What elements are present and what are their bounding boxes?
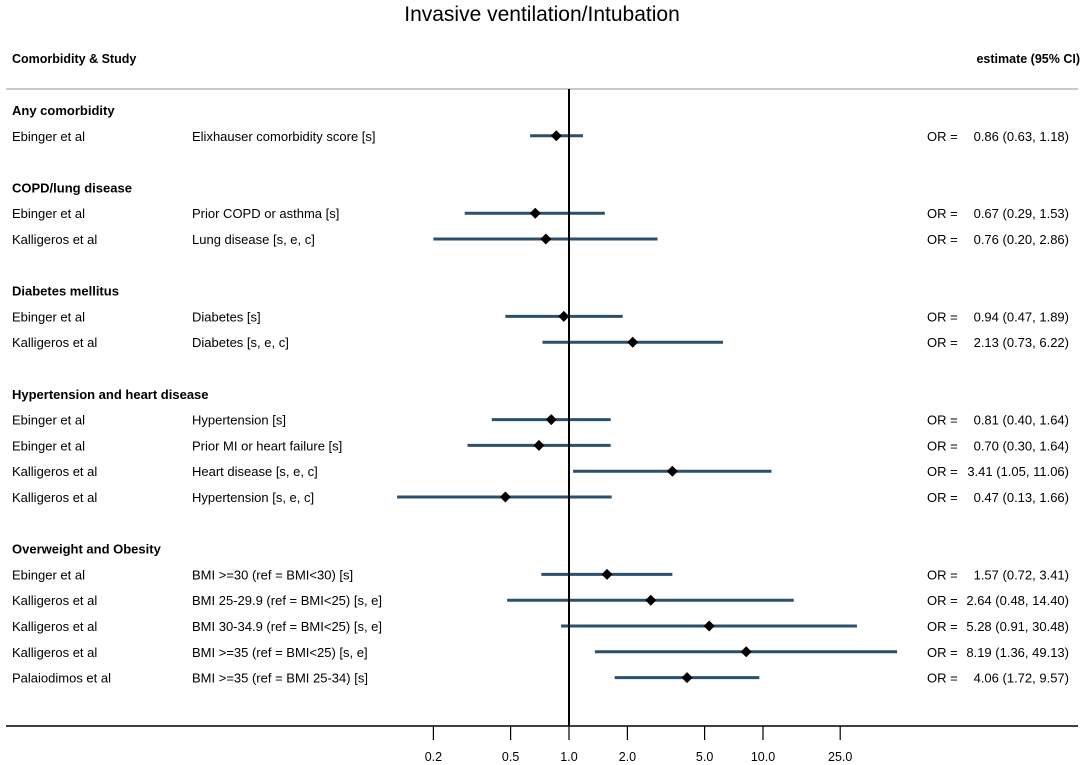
point-estimate <box>499 491 511 503</box>
measure-label: OR = <box>927 129 958 144</box>
measure-label: OR = <box>927 438 958 453</box>
estimate-text: 2.13 (0.73, 6.22) <box>974 335 1069 350</box>
study-label: Kalligeros et al <box>12 232 97 247</box>
x-tick-label: 1.0 <box>560 750 577 764</box>
variable-label: Prior MI or heart failure [s] <box>192 438 342 453</box>
estimate-text: 1.57 (0.72, 3.41) <box>974 567 1069 582</box>
variable-label: BMI >=35 (ref = BMI 25-34) [s] <box>192 671 368 686</box>
estimate-text: 0.67 (0.29, 1.53) <box>974 206 1069 221</box>
x-tick-label: 5.0 <box>696 750 713 764</box>
point-estimate <box>666 465 678 477</box>
estimate-text: 0.70 (0.30, 1.64) <box>974 438 1069 453</box>
estimate-text: 0.86 (0.63, 1.18) <box>974 129 1069 144</box>
study-label: Kalligeros et al <box>12 464 97 479</box>
estimate-text: 0.47 (0.13, 1.66) <box>974 490 1069 505</box>
measure-label: OR = <box>927 413 958 428</box>
group-label: Overweight and Obesity <box>12 542 162 557</box>
x-tick-label: 2.0 <box>619 750 636 764</box>
point-estimate <box>558 310 570 322</box>
x-tick-label: 0.5 <box>502 750 519 764</box>
point-estimate <box>681 672 693 684</box>
measure-label: OR = <box>927 335 958 350</box>
group-label: Diabetes mellitus <box>12 284 119 299</box>
study-label: Kalligeros et al <box>12 335 97 350</box>
variable-label: Hypertension [s, e, c] <box>192 490 314 505</box>
measure-label: OR = <box>927 671 958 686</box>
study-label: Ebinger et al <box>12 567 85 582</box>
measure-label: OR = <box>927 619 958 634</box>
estimate-text: 0.94 (0.47, 1.89) <box>974 309 1069 324</box>
x-tick-label: 25.0 <box>828 750 852 764</box>
variable-label: BMI 25-29.9 (ref = BMI<25) [s, e] <box>192 593 382 608</box>
measure-label: OR = <box>927 645 958 660</box>
point-estimate <box>627 336 639 348</box>
point-estimate <box>540 233 552 245</box>
estimate-text: 0.81 (0.40, 1.64) <box>974 413 1069 428</box>
variable-label: BMI >=30 (ref = BMI<30) [s] <box>192 567 353 582</box>
point-estimate <box>533 439 545 451</box>
x-tick-label: 0.2 <box>425 750 442 764</box>
estimate-text: 0.76 (0.20, 2.86) <box>974 232 1069 247</box>
study-label: Ebinger et al <box>12 206 85 221</box>
measure-label: OR = <box>927 309 958 324</box>
variable-label: Hypertension [s] <box>192 413 286 428</box>
study-label: Ebinger et al <box>12 438 85 453</box>
variable-label: Prior COPD or asthma [s] <box>192 206 339 221</box>
variable-label: BMI >=35 (ref = BMI<25) [s, e] <box>192 645 368 660</box>
measure-label: OR = <box>927 567 958 582</box>
variable-label: BMI 30-34.9 (ref = BMI<25) [s, e] <box>192 619 382 634</box>
variable-label: Heart disease [s, e, c] <box>192 464 318 479</box>
header-right: estimate (95% CI) <box>976 52 1080 66</box>
header-left: Comorbidity & Study <box>12 52 136 66</box>
variable-label: Elixhauser comorbidity score [s] <box>192 129 376 144</box>
study-label: Kalligeros et al <box>12 645 97 660</box>
group-label: Hypertension and heart disease <box>12 387 209 402</box>
study-label: Ebinger et al <box>12 413 85 428</box>
point-estimate <box>550 130 562 142</box>
variable-label: Diabetes [s] <box>192 309 261 324</box>
point-estimate <box>529 207 541 219</box>
point-estimate <box>545 414 557 426</box>
measure-label: OR = <box>927 490 958 505</box>
estimate-text: 4.06 (1.72, 9.57) <box>974 671 1069 686</box>
study-label: Ebinger et al <box>12 309 85 324</box>
study-label: Ebinger et al <box>12 129 85 144</box>
variable-label: Diabetes [s, e, c] <box>192 335 289 350</box>
point-estimate <box>703 620 715 632</box>
group-label: Any comorbidity <box>12 103 115 118</box>
measure-label: OR = <box>927 206 958 221</box>
estimate-text: 8.19 (1.36, 49.13) <box>966 645 1069 660</box>
estimate-text: 2.64 (0.48, 14.40) <box>966 593 1069 608</box>
group-label: COPD/lung disease <box>12 180 132 195</box>
measure-label: OR = <box>927 464 958 479</box>
point-estimate <box>740 646 752 658</box>
study-label: Kalligeros et al <box>12 490 97 505</box>
point-estimate <box>601 568 613 580</box>
measure-label: OR = <box>927 232 958 247</box>
study-label: Palaiodimos et al <box>12 671 111 686</box>
study-label: Kalligeros et al <box>12 593 97 608</box>
x-tick-label: 10.0 <box>751 750 775 764</box>
study-label: Kalligeros et al <box>12 619 97 634</box>
measure-label: OR = <box>927 593 958 608</box>
estimate-text: 5.28 (0.91, 30.48) <box>966 619 1069 634</box>
chart-title: Invasive ventilation/Intubation <box>404 3 680 26</box>
point-estimate <box>645 594 657 606</box>
estimate-text: 3.41 (1.05, 11.06) <box>967 464 1069 479</box>
variable-label: Lung disease [s, e, c] <box>192 232 315 247</box>
